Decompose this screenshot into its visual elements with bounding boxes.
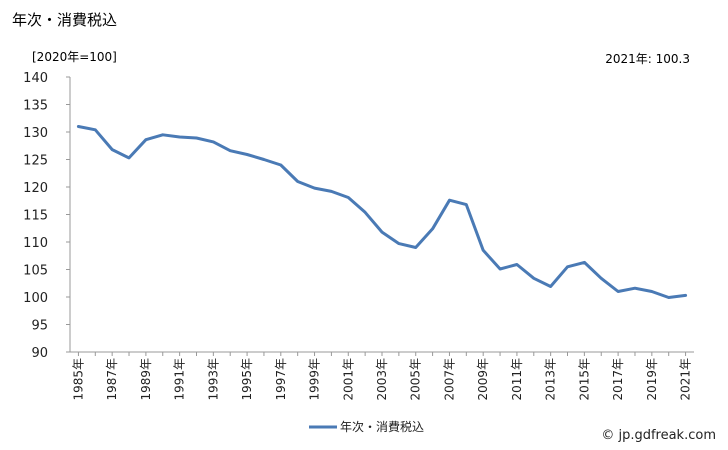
data-point — [127, 156, 131, 160]
y-tick-label: 130 — [23, 126, 48, 141]
data-point — [583, 261, 586, 264]
data-point — [498, 267, 502, 271]
x-tick-label: 2001年 — [341, 358, 355, 401]
data-point — [549, 285, 552, 288]
y-tick-label: 95 — [31, 319, 48, 334]
data-point — [481, 249, 485, 252]
series-line — [76, 125, 688, 299]
data-point — [414, 246, 417, 249]
data-point — [161, 133, 164, 136]
data-point — [380, 230, 384, 234]
x-tick-label: 1993年 — [206, 358, 220, 401]
data-point — [532, 277, 535, 280]
data-point — [279, 163, 283, 167]
data-point — [347, 196, 350, 199]
data-point — [296, 180, 299, 183]
y-tick-label: 140 — [23, 71, 48, 86]
x-tick-label: 2007年 — [442, 358, 456, 401]
x-tick-label: 1997年 — [274, 358, 288, 401]
data-point — [77, 125, 80, 128]
x-tick-label: 2013年 — [544, 358, 558, 401]
data-point — [684, 294, 687, 297]
y-tick-label: 115 — [23, 209, 48, 224]
data-point — [212, 140, 215, 144]
x-tick-label: 2017年 — [611, 358, 625, 401]
data-point — [330, 190, 333, 193]
data-point — [431, 227, 434, 230]
x-tick-label: 1995年 — [240, 358, 254, 401]
data-point — [566, 265, 569, 268]
y-tick-label: 125 — [23, 154, 48, 169]
data-point — [397, 242, 401, 245]
x-tick-label: 2009年 — [476, 358, 490, 401]
y-tick-label: 120 — [23, 181, 48, 196]
x-tick-label: 1991年 — [173, 358, 187, 401]
data-point — [110, 148, 114, 151]
y-tick-label: 135 — [23, 99, 48, 114]
x-tick-label: 1987年 — [105, 358, 119, 401]
y-tick-label: 110 — [23, 236, 48, 251]
data-point — [616, 290, 620, 293]
legend-label: 年次・消費税込 — [340, 419, 424, 434]
x-tick-label: 2019年 — [645, 358, 659, 401]
x-tick-label: 1989年 — [139, 358, 153, 401]
data-point — [313, 186, 316, 190]
data-point — [178, 135, 181, 139]
x-tick-label: 2021年 — [679, 358, 693, 401]
source-credit: © jp.gdfreak.com — [601, 428, 716, 443]
data-point — [448, 199, 451, 202]
data-point — [245, 153, 249, 156]
data-point — [650, 290, 654, 293]
data-point — [600, 277, 603, 280]
data-point — [229, 149, 232, 152]
x-tick-label: 1999年 — [308, 358, 322, 401]
x-tick-label: 1985年 — [71, 358, 85, 401]
x-tick-label: 2003年 — [375, 358, 389, 401]
x-tick-label: 2015年 — [577, 358, 591, 401]
data-point — [465, 203, 468, 206]
data-point — [633, 287, 637, 290]
x-tick-label: 2005年 — [409, 358, 423, 401]
y-tick-label: 105 — [23, 264, 48, 279]
data-point — [262, 158, 266, 161]
chart-title: 年次・消費税込 — [12, 11, 118, 29]
data-point — [515, 263, 519, 266]
y-tick-label: 90 — [31, 346, 48, 361]
x-tick-label: 2011年 — [510, 358, 524, 401]
data-point — [363, 211, 367, 214]
y-tick-label: 100 — [23, 291, 48, 306]
data-point — [144, 138, 148, 141]
data-point — [94, 128, 97, 131]
data-point — [195, 136, 198, 140]
data-point — [667, 296, 670, 299]
y-axis-unit-label: [2020年=100] — [32, 50, 117, 64]
latest-value-label: 2021年: 100.3 — [605, 52, 690, 66]
